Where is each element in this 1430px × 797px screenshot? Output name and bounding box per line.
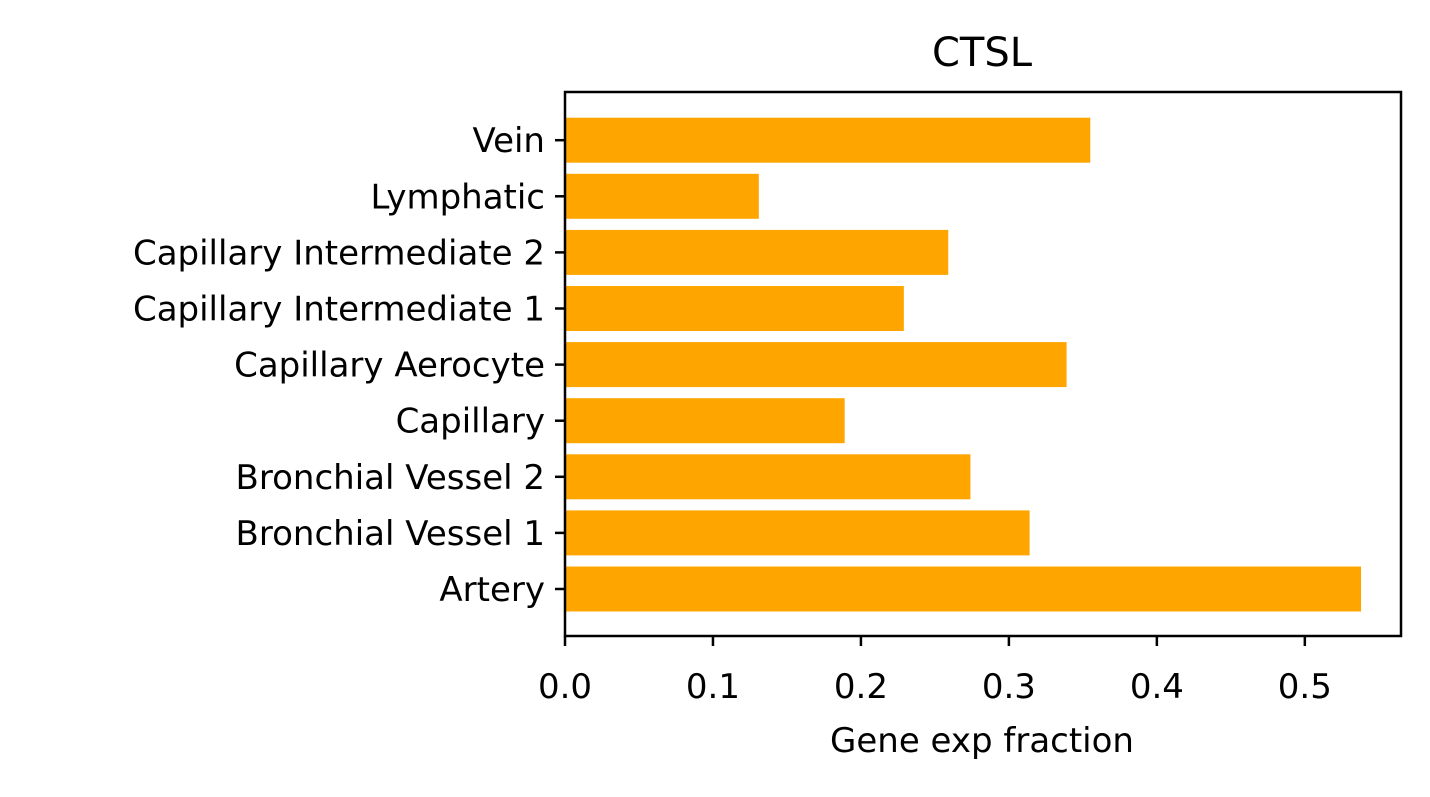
y-tick-label: Bronchial Vessel 1 bbox=[236, 514, 545, 554]
plot-frame bbox=[563, 90, 1403, 638]
bar bbox=[565, 510, 1030, 556]
bar bbox=[565, 173, 759, 219]
y-tick-label: Bronchial Vessel 2 bbox=[236, 458, 545, 498]
bar bbox=[565, 117, 1091, 163]
x-tick-label: 0.1 bbox=[686, 667, 740, 707]
x-tick-label: 0.4 bbox=[1130, 667, 1184, 707]
bar bbox=[565, 286, 904, 331]
y-tick-label: Capillary Aerocyte bbox=[234, 346, 545, 386]
bar bbox=[565, 229, 949, 275]
x-tick-label: 0.0 bbox=[538, 667, 592, 707]
x-tick-label: 0.3 bbox=[982, 667, 1036, 707]
bar bbox=[565, 566, 1362, 612]
x-axis: 0.0 0.1 0.2 0.3 0.4 0.5 bbox=[538, 636, 1332, 707]
x-axis-label: Gene exp fraction bbox=[830, 721, 1134, 761]
y-tick-label: Lymphatic bbox=[371, 177, 546, 217]
x-tick-label: 0.2 bbox=[834, 667, 888, 707]
y-axis: Artery Bronchial Vessel 1 Bronchial Vessel… bbox=[133, 121, 565, 610]
bars-group bbox=[565, 117, 1362, 612]
bar bbox=[565, 454, 971, 500]
x-tick-label: 0.5 bbox=[1278, 667, 1332, 707]
y-tick-label: Capillary Intermediate 1 bbox=[133, 290, 545, 330]
bar bbox=[565, 398, 845, 444]
y-tick-label: Vein bbox=[472, 121, 545, 161]
y-tick-label: Capillary Intermediate 2 bbox=[133, 233, 545, 273]
chart-title: CTSL bbox=[932, 30, 1033, 76]
y-tick-label: Artery bbox=[439, 570, 545, 610]
bar bbox=[565, 342, 1067, 388]
y-tick-label: Capillary bbox=[396, 402, 545, 442]
